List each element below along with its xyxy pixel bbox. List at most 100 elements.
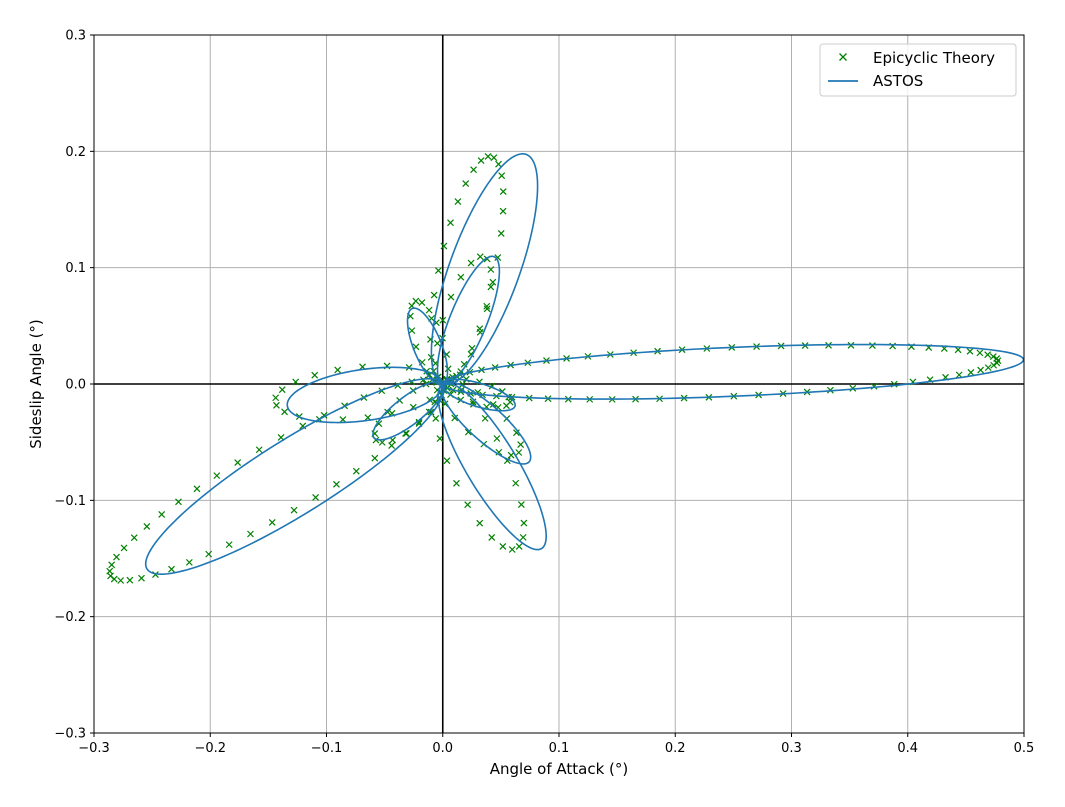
data-point-marker	[418, 299, 426, 306]
data-point-marker	[469, 398, 477, 406]
data-point-marker	[470, 166, 477, 174]
data-point-marker	[443, 457, 451, 465]
series-line-loop	[437, 382, 547, 551]
legend-entry-astos: ASTOS	[828, 72, 923, 90]
data-point-marker	[205, 550, 213, 558]
data-point-marker	[477, 157, 485, 164]
data-point-marker	[273, 401, 280, 409]
data-point-marker	[454, 198, 462, 205]
series-line-loop	[440, 381, 532, 465]
data-point-marker	[493, 435, 501, 442]
data-point-marker	[312, 493, 320, 501]
data-point-marker	[453, 479, 460, 487]
data-point-marker	[436, 435, 444, 442]
x-tick-label: −0.2	[194, 741, 226, 756]
x-tick-label: 0.4	[897, 741, 918, 756]
data-point-marker	[498, 172, 506, 180]
y-axis-title: Sideslip Angle (°)	[27, 319, 45, 449]
data-point-marker	[464, 428, 472, 436]
data-point-marker	[468, 344, 476, 352]
data-point-marker	[130, 534, 138, 542]
data-point-marker	[311, 371, 319, 379]
data-point-marker	[483, 302, 491, 310]
data-point-marker	[234, 459, 242, 466]
data-point-marker	[278, 386, 286, 394]
data-point-marker	[352, 467, 360, 475]
data-point-marker	[967, 369, 975, 376]
data-point-marker	[113, 553, 120, 561]
data-point-marker	[483, 305, 491, 313]
data-point-marker	[255, 446, 263, 454]
y-tick-label: −0.2	[54, 610, 86, 625]
data-point-marker	[158, 510, 166, 518]
data-point-marker	[138, 574, 145, 582]
data-point-marker	[108, 561, 116, 569]
data-point-marker	[993, 359, 1001, 367]
series-1	[144, 153, 1025, 575]
data-point-marker	[457, 273, 465, 281]
data-point-marker	[515, 449, 523, 456]
y-tick-label: 0.2	[65, 145, 86, 160]
y-axis-ticks: −0.3 −0.2 −0.1 0.0 0.1 0.2 0.3	[54, 29, 94, 742]
data-point-marker	[519, 533, 527, 541]
x-tick-label: −0.1	[311, 741, 343, 756]
data-point-marker	[388, 442, 396, 449]
data-point-marker	[499, 188, 507, 196]
data-point-marker	[440, 242, 448, 250]
data-point-marker	[213, 472, 221, 480]
data-point-marker	[966, 347, 974, 355]
data-point-marker	[464, 501, 472, 509]
data-point-marker	[408, 327, 416, 335]
data-point-marker	[425, 306, 433, 314]
x-tick-label: 0.2	[665, 741, 686, 756]
data-point-marker	[412, 297, 420, 305]
data-point-marker	[290, 506, 298, 514]
data-point-marker	[517, 501, 525, 509]
data-point-marker	[499, 543, 507, 550]
data-point-marker	[371, 454, 379, 462]
data-point-marker	[375, 420, 383, 428]
data-point-marker	[515, 542, 523, 550]
y-tick-label: −0.1	[54, 494, 86, 509]
data-point-marker	[168, 565, 175, 573]
data-point-marker	[415, 418, 423, 426]
data-point-marker	[502, 402, 510, 410]
legend-entry-epicyclic-theory: Epicyclic Theory	[839, 49, 995, 67]
data-point-marker	[281, 408, 288, 416]
data-point-marker	[508, 546, 516, 553]
data-point-marker	[487, 283, 495, 291]
data-point-marker	[484, 153, 492, 160]
data-point-marker	[106, 567, 114, 575]
series-line-loop	[441, 343, 1025, 400]
data-point-marker	[467, 350, 475, 358]
data-point-marker	[476, 253, 484, 261]
data-point-marker	[517, 441, 525, 449]
data-point-marker	[432, 415, 440, 422]
data-point-marker	[225, 541, 233, 549]
x-tick-label: 0.0	[432, 741, 453, 756]
data-point-marker	[495, 448, 503, 456]
data-point-marker	[868, 342, 876, 349]
data-point-marker	[117, 577, 125, 584]
legend-label-epicyclic-theory: Epicyclic Theory	[873, 49, 995, 67]
data-point-marker	[513, 429, 520, 437]
data-point-marker	[494, 254, 502, 261]
x-axis-ticks: −0.3 −0.2 −0.1 0.0 0.1 0.2 0.3 0.4 0.5	[78, 733, 1034, 756]
data-point-marker	[334, 366, 342, 374]
plot-series	[106, 153, 1025, 584]
series-line-loop	[430, 153, 539, 386]
data-point-marker	[193, 485, 201, 493]
x-tick-label: −0.3	[78, 741, 110, 756]
series-line-loop	[144, 377, 445, 575]
data-point-marker	[977, 366, 985, 374]
data-point-marker	[451, 414, 459, 422]
data-point-marker	[976, 349, 984, 357]
series-line-loop	[441, 378, 516, 412]
data-point-marker	[120, 544, 128, 552]
legend-marker-x-icon	[839, 53, 847, 61]
series-line-loop	[286, 366, 444, 424]
series-line-loop	[436, 255, 501, 386]
data-point-marker	[487, 266, 495, 273]
